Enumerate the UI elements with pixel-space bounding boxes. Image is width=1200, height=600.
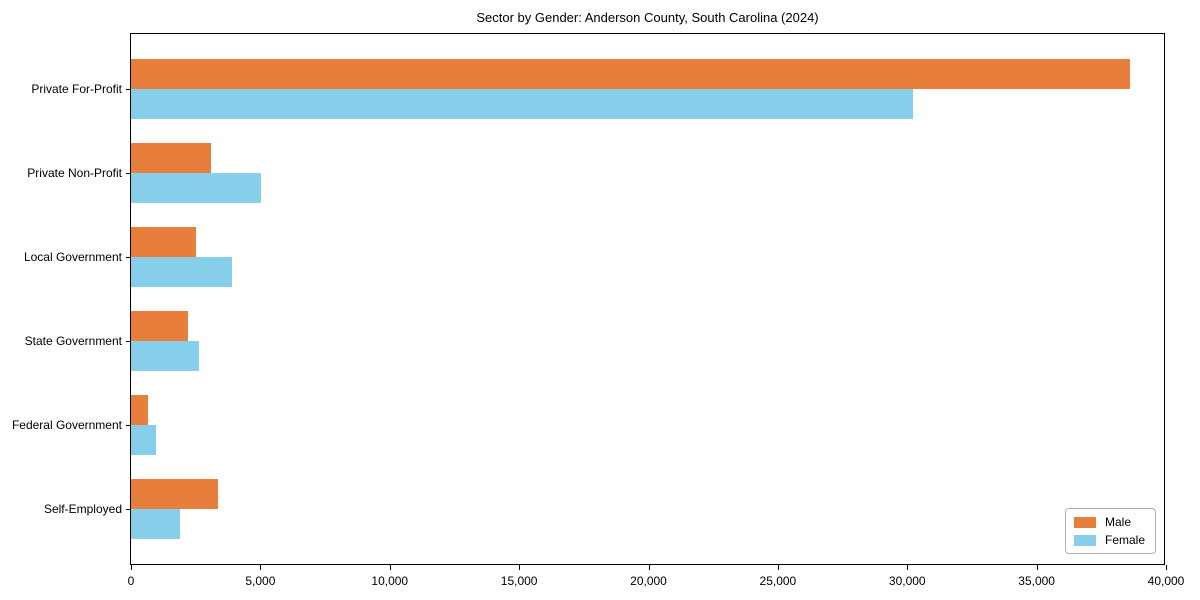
y-axis-category-label: Private For-Profit [31, 82, 122, 96]
y-axis-category-label: State Government [24, 334, 122, 348]
y-axis-category-label: Self-Employed [43, 502, 122, 516]
x-axis-tick [777, 565, 779, 570]
bar-male-1 [131, 143, 212, 173]
legend-swatch-female-icon [1073, 534, 1096, 546]
bar-male-4 [131, 395, 148, 425]
x-axis-tick [389, 565, 391, 570]
x-axis-tick [1036, 565, 1038, 570]
y-axis-category-label: Private Non-Profit [27, 166, 122, 180]
bar-female-0 [131, 89, 914, 119]
bar-male-3 [131, 311, 188, 341]
legend: Male Female [1064, 508, 1156, 554]
x-axis-tick-label: 5,000 [245, 574, 276, 588]
y-axis-tick [126, 173, 131, 174]
y-axis-category-label: Federal Government [11, 418, 122, 432]
y-axis-category-label: Local Government [23, 250, 122, 264]
legend-row-male: Male [1073, 515, 1145, 529]
bar-male-5 [131, 479, 218, 509]
x-axis-tick-label: 40,000 [1147, 574, 1185, 588]
x-axis-tick [907, 565, 909, 570]
y-axis-tick [126, 341, 131, 342]
x-axis-tick [1166, 565, 1167, 570]
x-axis-tick-label: 20,000 [630, 574, 667, 588]
x-axis-tick [260, 565, 262, 570]
x-axis-tick [519, 565, 521, 570]
legend-swatch-male-icon [1073, 516, 1096, 528]
bar-male-0 [131, 59, 1131, 89]
y-axis-tick [126, 89, 131, 90]
x-axis-tick-label: 10,000 [371, 574, 409, 588]
bar-female-5 [131, 509, 181, 539]
legend-row-female: Female [1073, 533, 1145, 547]
x-axis-tick-label: 30,000 [888, 574, 926, 588]
legend-label-male: Male [1104, 515, 1131, 529]
bar-male-2 [131, 227, 196, 257]
x-axis-tick-label: 0 [127, 574, 135, 588]
y-axis-tick [126, 425, 131, 426]
x-axis-tick-label: 15,000 [500, 574, 538, 588]
y-axis-tick [126, 257, 131, 258]
legend-label-female: Female [1104, 533, 1145, 547]
bar-female-1 [131, 173, 262, 203]
x-axis-tick-label: 25,000 [759, 574, 797, 588]
bar-female-3 [131, 341, 200, 371]
x-axis-tick [131, 565, 132, 570]
x-axis-tick [648, 565, 650, 570]
chart-title: Sector by Gender: Anderson County, South… [476, 10, 819, 25]
x-axis-tick-label: 35,000 [1018, 574, 1055, 588]
bar-female-4 [131, 425, 156, 455]
plot-area: Male Female Private For-Profit Private No… [12, 33, 1184, 588]
bar-female-2 [131, 257, 232, 287]
y-axis-tick [126, 509, 131, 510]
